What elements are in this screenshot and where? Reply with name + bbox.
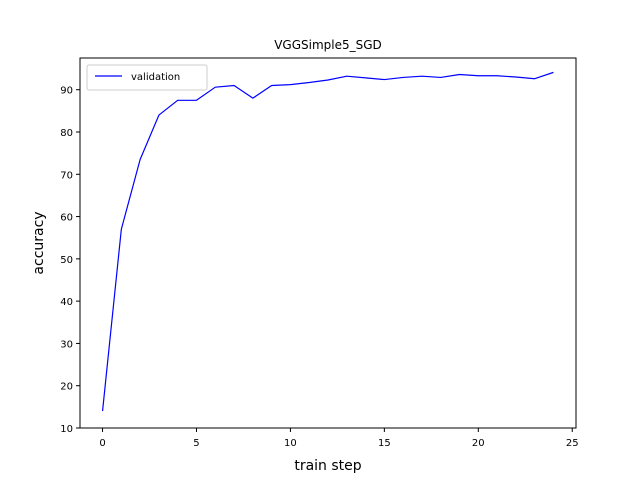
chart-title: VGGSimple5_SGD [274,38,382,52]
data-point [290,84,291,85]
data-point [233,85,234,86]
y-tick-label: 80 [60,128,73,139]
y-tick-label: 70 [60,170,73,181]
data-point [140,159,141,160]
data-point [327,79,328,80]
x-tick-label: 15 [378,438,391,449]
y-tick-label: 90 [60,86,73,97]
legend: validation [86,64,208,91]
data-point [177,100,178,101]
data-point [459,74,460,75]
data-point [121,229,122,230]
y-tick-label: 30 [60,339,73,350]
plot-area-frame [79,57,577,429]
data-point [309,82,310,83]
y-tick-label: 20 [60,382,73,393]
y-tick-label: 40 [60,297,73,308]
data-point [196,100,197,101]
data-point [478,75,479,76]
axis-ticks: 0 5 10 15 20 25 10 20 30 40 50 60 70 80 90 [60,86,578,449]
legend-label-validation: validation [131,72,180,83]
data-point [553,72,554,73]
data-point [440,77,441,78]
series-line-validation [101,71,554,412]
x-tick-label: 5 [193,438,199,449]
x-tick-label: 0 [99,438,105,449]
y-tick-label: 60 [60,213,73,224]
data-point [496,75,497,76]
data-point [252,98,253,99]
data-point [384,79,385,80]
y-tick-label: 50 [60,255,73,266]
data-point [515,76,516,77]
x-axis-title: train step [294,458,361,474]
data-point [365,77,366,78]
data-point [346,76,347,77]
data-point [403,77,404,78]
y-tick-label: 10 [60,424,73,435]
x-tick-label: 10 [284,438,297,449]
y-axis-title: accuracy [31,211,47,274]
data-point [271,85,272,86]
data-point [158,114,159,115]
data-point [421,76,422,77]
data-point [102,410,103,411]
x-tick-label: 25 [566,438,579,449]
series-layer [101,71,554,412]
x-tick-label: 20 [472,438,485,449]
data-point [534,78,535,79]
legend-box [86,64,208,91]
data-point [215,87,216,88]
